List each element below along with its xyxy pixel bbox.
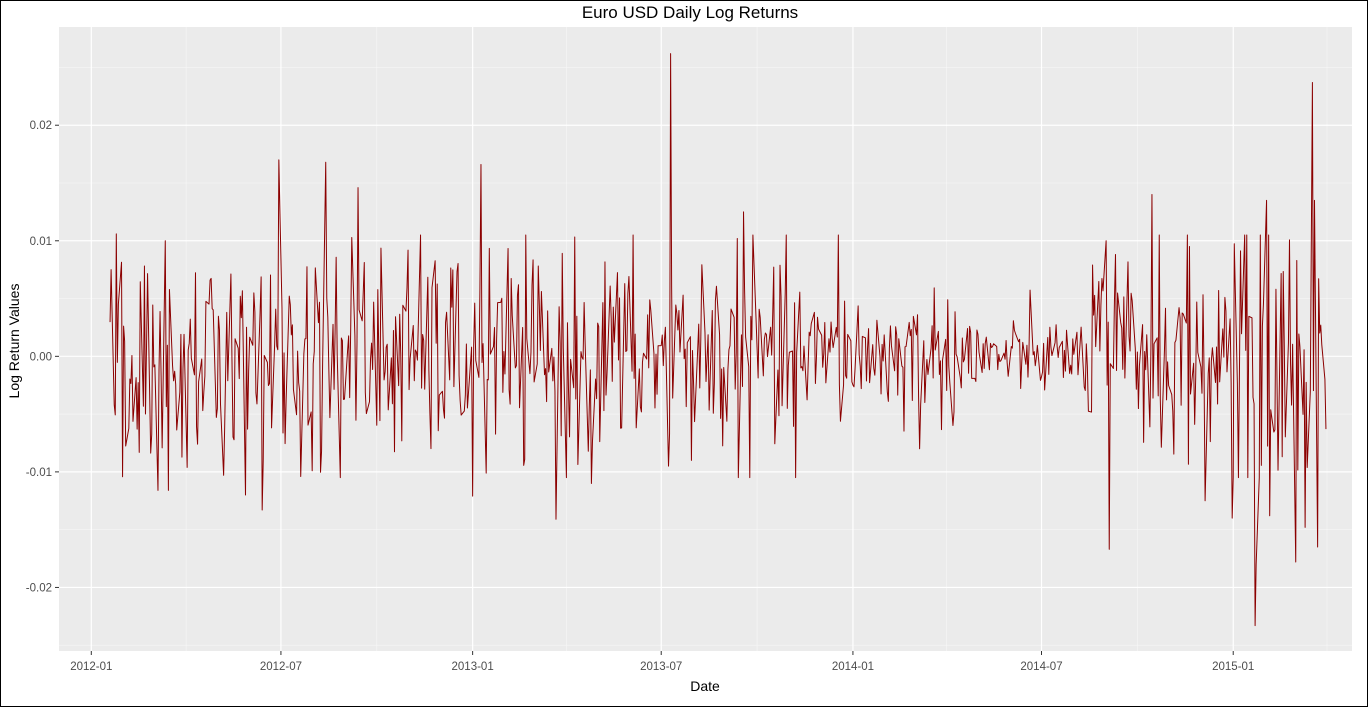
x-tick-label: 2013-01	[452, 661, 494, 673]
x-tick-label: 2012-01	[70, 661, 112, 673]
log-return-series-line	[109, 53, 1327, 627]
y-tick-label: -0.02	[26, 582, 52, 594]
x-tick-label: 2014-01	[832, 661, 874, 673]
x-axis-tick-labels: 2012-01 2012-07 2013-01 2013-07 2014-01 2014-…	[70, 661, 1254, 673]
x-tick-label: 2014-07	[1020, 661, 1062, 673]
x-tick-label: 2015-01	[1212, 661, 1254, 673]
axis-ticks	[55, 124, 1234, 655]
y-axis-tick-labels: -0.02 -0.01 0.00 0.01 0.02	[26, 120, 52, 594]
y-tick-label: 0.00	[30, 351, 52, 363]
y-tick-label: 0.02	[30, 120, 52, 132]
y-tick-label: -0.01	[26, 467, 52, 479]
minor-gridlines	[59, 27, 1352, 651]
chart-title: Euro USD Daily Log Returns	[582, 3, 798, 22]
x-tick-label: 2012-07	[260, 661, 302, 673]
y-tick-label: 0.01	[30, 236, 52, 248]
y-axis-label: Log Return Values	[6, 284, 22, 399]
x-tick-label: 2013-07	[640, 661, 682, 673]
x-axis-label: Date	[690, 678, 720, 694]
